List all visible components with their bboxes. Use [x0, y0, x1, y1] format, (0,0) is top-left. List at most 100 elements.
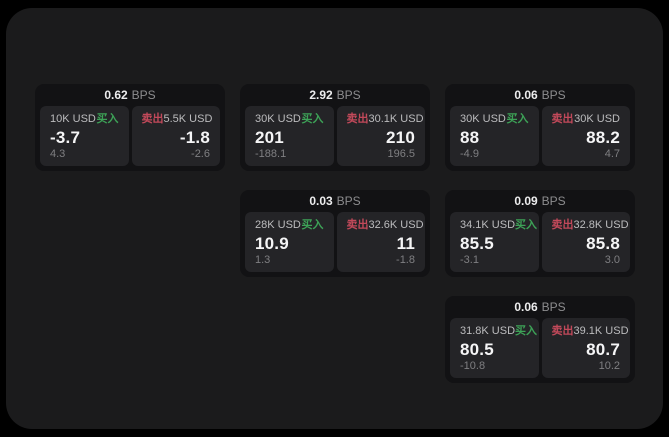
- sell-side-label: 卖出: [551, 325, 574, 337]
- quotes-grid: 0.62 BPS 10K USD 买入 -3.7 4.3 卖出 5.5K USD…: [35, 84, 635, 383]
- card-header: 0.03 BPS: [245, 190, 425, 212]
- buy-panel[interactable]: 31.8K USD 买入 80.5 -10.8: [450, 318, 539, 378]
- bps-value: 2.92: [309, 88, 333, 102]
- quote-panels: 34.1K USD 买入 85.5 -3.1 卖出 32.8K USD 85.8…: [450, 212, 630, 272]
- buy-panel-header: 28K USD 买入: [255, 219, 324, 231]
- buy-panel[interactable]: 34.1K USD 买入 85.5 -3.1: [450, 212, 539, 272]
- bps-unit-label: BPS: [131, 88, 156, 102]
- buy-side-label: 买入: [515, 325, 538, 337]
- quote-panels: 10K USD 买入 -3.7 4.3 卖出 5.5K USD -1.8 -2.…: [40, 106, 220, 166]
- sell-amount: 39.1K USD: [573, 325, 629, 337]
- sell-panel[interactable]: 卖出 32.6K USD 11 -1.8: [336, 212, 425, 272]
- buy-sub-value: 1.3: [255, 253, 271, 266]
- quote-panels: 31.8K USD 买入 80.5 -10.8 卖出 39.1K USD 80.…: [450, 318, 630, 378]
- buy-panel[interactable]: 28K USD 买入 10.9 1.3: [245, 212, 334, 272]
- bps-unit-label: BPS: [336, 88, 361, 102]
- buy-side-label: 买入: [301, 113, 324, 125]
- sell-panel[interactable]: 卖出 30K USD 88.2 4.7: [541, 106, 630, 166]
- quote-card: 2.92 BPS 30K USD 买入 201 -188.1 卖出 30.1K …: [240, 84, 430, 171]
- bps-unit-label: BPS: [541, 194, 566, 208]
- bps-unit-label: BPS: [541, 88, 566, 102]
- sell-sub-value: -1.8: [396, 253, 415, 266]
- bps-value: 0.09: [514, 194, 538, 208]
- card-header: 2.92 BPS: [245, 84, 425, 106]
- buy-amount: 31.8K USD: [460, 325, 516, 337]
- bps-unit-label: BPS: [336, 194, 361, 208]
- buy-side-label: 买入: [506, 113, 529, 125]
- card-header: 0.09 BPS: [450, 190, 630, 212]
- sell-sub-value: 10.2: [598, 359, 620, 372]
- quote-card: 0.03 BPS 28K USD 买入 10.9 1.3 卖出 32.6K US…: [240, 190, 430, 277]
- quote-panels: 30K USD 买入 201 -188.1 卖出 30.1K USD 210 1…: [245, 106, 425, 166]
- sell-panel-header: 卖出 5.5K USD: [141, 113, 213, 125]
- sell-panel[interactable]: 卖出 32.8K USD 85.8 3.0: [541, 212, 630, 272]
- sell-sub-value: 4.7: [604, 147, 620, 160]
- quote-panels: 30K USD 买入 88 -4.9 卖出 30K USD 88.2 4.7: [450, 106, 630, 166]
- buy-side-label: 买入: [515, 219, 538, 231]
- card-header: 0.06 BPS: [450, 84, 630, 106]
- buy-panel-header: 31.8K USD 买入: [460, 325, 537, 337]
- card-header: 0.06 BPS: [450, 296, 630, 318]
- buy-price: 88: [460, 128, 480, 148]
- sell-panel-header: 卖出 32.8K USD: [551, 219, 629, 231]
- sell-panel[interactable]: 卖出 39.1K USD 80.7 10.2: [541, 318, 630, 378]
- buy-price: 201: [255, 128, 284, 148]
- sell-price: 85.8: [586, 234, 620, 254]
- buy-amount: 10K USD: [50, 113, 96, 125]
- quote-card: 0.06 BPS 31.8K USD 买入 80.5 -10.8 卖出 39.1…: [445, 296, 635, 383]
- buy-panel[interactable]: 10K USD 买入 -3.7 4.3: [40, 106, 129, 166]
- buy-panel[interactable]: 30K USD 买入 88 -4.9: [450, 106, 539, 166]
- sell-price: -1.8: [179, 128, 210, 148]
- buy-amount: 30K USD: [255, 113, 301, 125]
- sell-side-label: 卖出: [346, 219, 369, 231]
- sell-sub-value: 3.0: [604, 253, 620, 266]
- sell-side-label: 卖出: [346, 113, 369, 125]
- sell-side-label: 卖出: [551, 219, 574, 231]
- buy-sub-value: -10.8: [460, 359, 486, 372]
- card-header: 0.62 BPS: [40, 84, 220, 106]
- buy-side-label: 买入: [301, 219, 324, 231]
- quote-panels: 28K USD 买入 10.9 1.3 卖出 32.6K USD 11 -1.8: [245, 212, 425, 272]
- sell-amount: 30K USD: [574, 113, 620, 125]
- sell-sub-value: 196.5: [387, 147, 415, 160]
- buy-panel-header: 34.1K USD 买入: [460, 219, 537, 231]
- sell-panel[interactable]: 卖出 5.5K USD -1.8 -2.6: [131, 106, 220, 166]
- buy-price: -3.7: [50, 128, 81, 148]
- sell-price: 80.7: [586, 340, 620, 360]
- sell-price: 88.2: [586, 128, 620, 148]
- buy-price: 80.5: [460, 340, 494, 360]
- buy-price: 85.5: [460, 234, 494, 254]
- buy-sub-value: -3.1: [460, 253, 479, 266]
- sell-panel-header: 卖出 30.1K USD: [346, 113, 424, 125]
- sell-amount: 5.5K USD: [163, 113, 213, 125]
- bps-value: 0.03: [309, 194, 333, 208]
- bps-unit-label: BPS: [541, 300, 566, 314]
- quote-card: 0.09 BPS 34.1K USD 买入 85.5 -3.1 卖出 32.8K…: [445, 190, 635, 277]
- sell-amount: 30.1K USD: [368, 113, 424, 125]
- sell-price: 210: [386, 128, 415, 148]
- buy-panel-header: 30K USD 买入: [460, 113, 529, 125]
- bps-value: 0.06: [514, 300, 538, 314]
- buy-sub-value: -188.1: [255, 147, 287, 160]
- sell-panel-header: 卖出 32.6K USD: [346, 219, 424, 231]
- buy-panel-header: 30K USD 买入: [255, 113, 324, 125]
- buy-price: 10.9: [255, 234, 289, 254]
- sell-panel-header: 卖出 30K USD: [552, 113, 621, 125]
- sell-panel[interactable]: 卖出 30.1K USD 210 196.5: [336, 106, 425, 166]
- sell-amount: 32.6K USD: [368, 219, 424, 231]
- buy-panel[interactable]: 30K USD 买入 201 -188.1: [245, 106, 334, 166]
- sell-panel-header: 卖出 39.1K USD: [551, 325, 629, 337]
- buy-sub-value: -4.9: [460, 147, 479, 160]
- quote-card: 0.06 BPS 30K USD 买入 88 -4.9 卖出 30K USD 8…: [445, 84, 635, 171]
- buy-panel-header: 10K USD 买入: [50, 113, 119, 125]
- buy-amount: 28K USD: [255, 219, 301, 231]
- quote-card: 0.62 BPS 10K USD 买入 -3.7 4.3 卖出 5.5K USD…: [35, 84, 225, 171]
- buy-amount: 30K USD: [460, 113, 506, 125]
- buy-side-label: 买入: [96, 113, 119, 125]
- buy-amount: 34.1K USD: [460, 219, 516, 231]
- sell-side-label: 卖出: [551, 113, 574, 125]
- sell-side-label: 卖出: [141, 113, 164, 125]
- bps-value: 0.62: [104, 88, 128, 102]
- sell-sub-value: -2.6: [191, 147, 210, 160]
